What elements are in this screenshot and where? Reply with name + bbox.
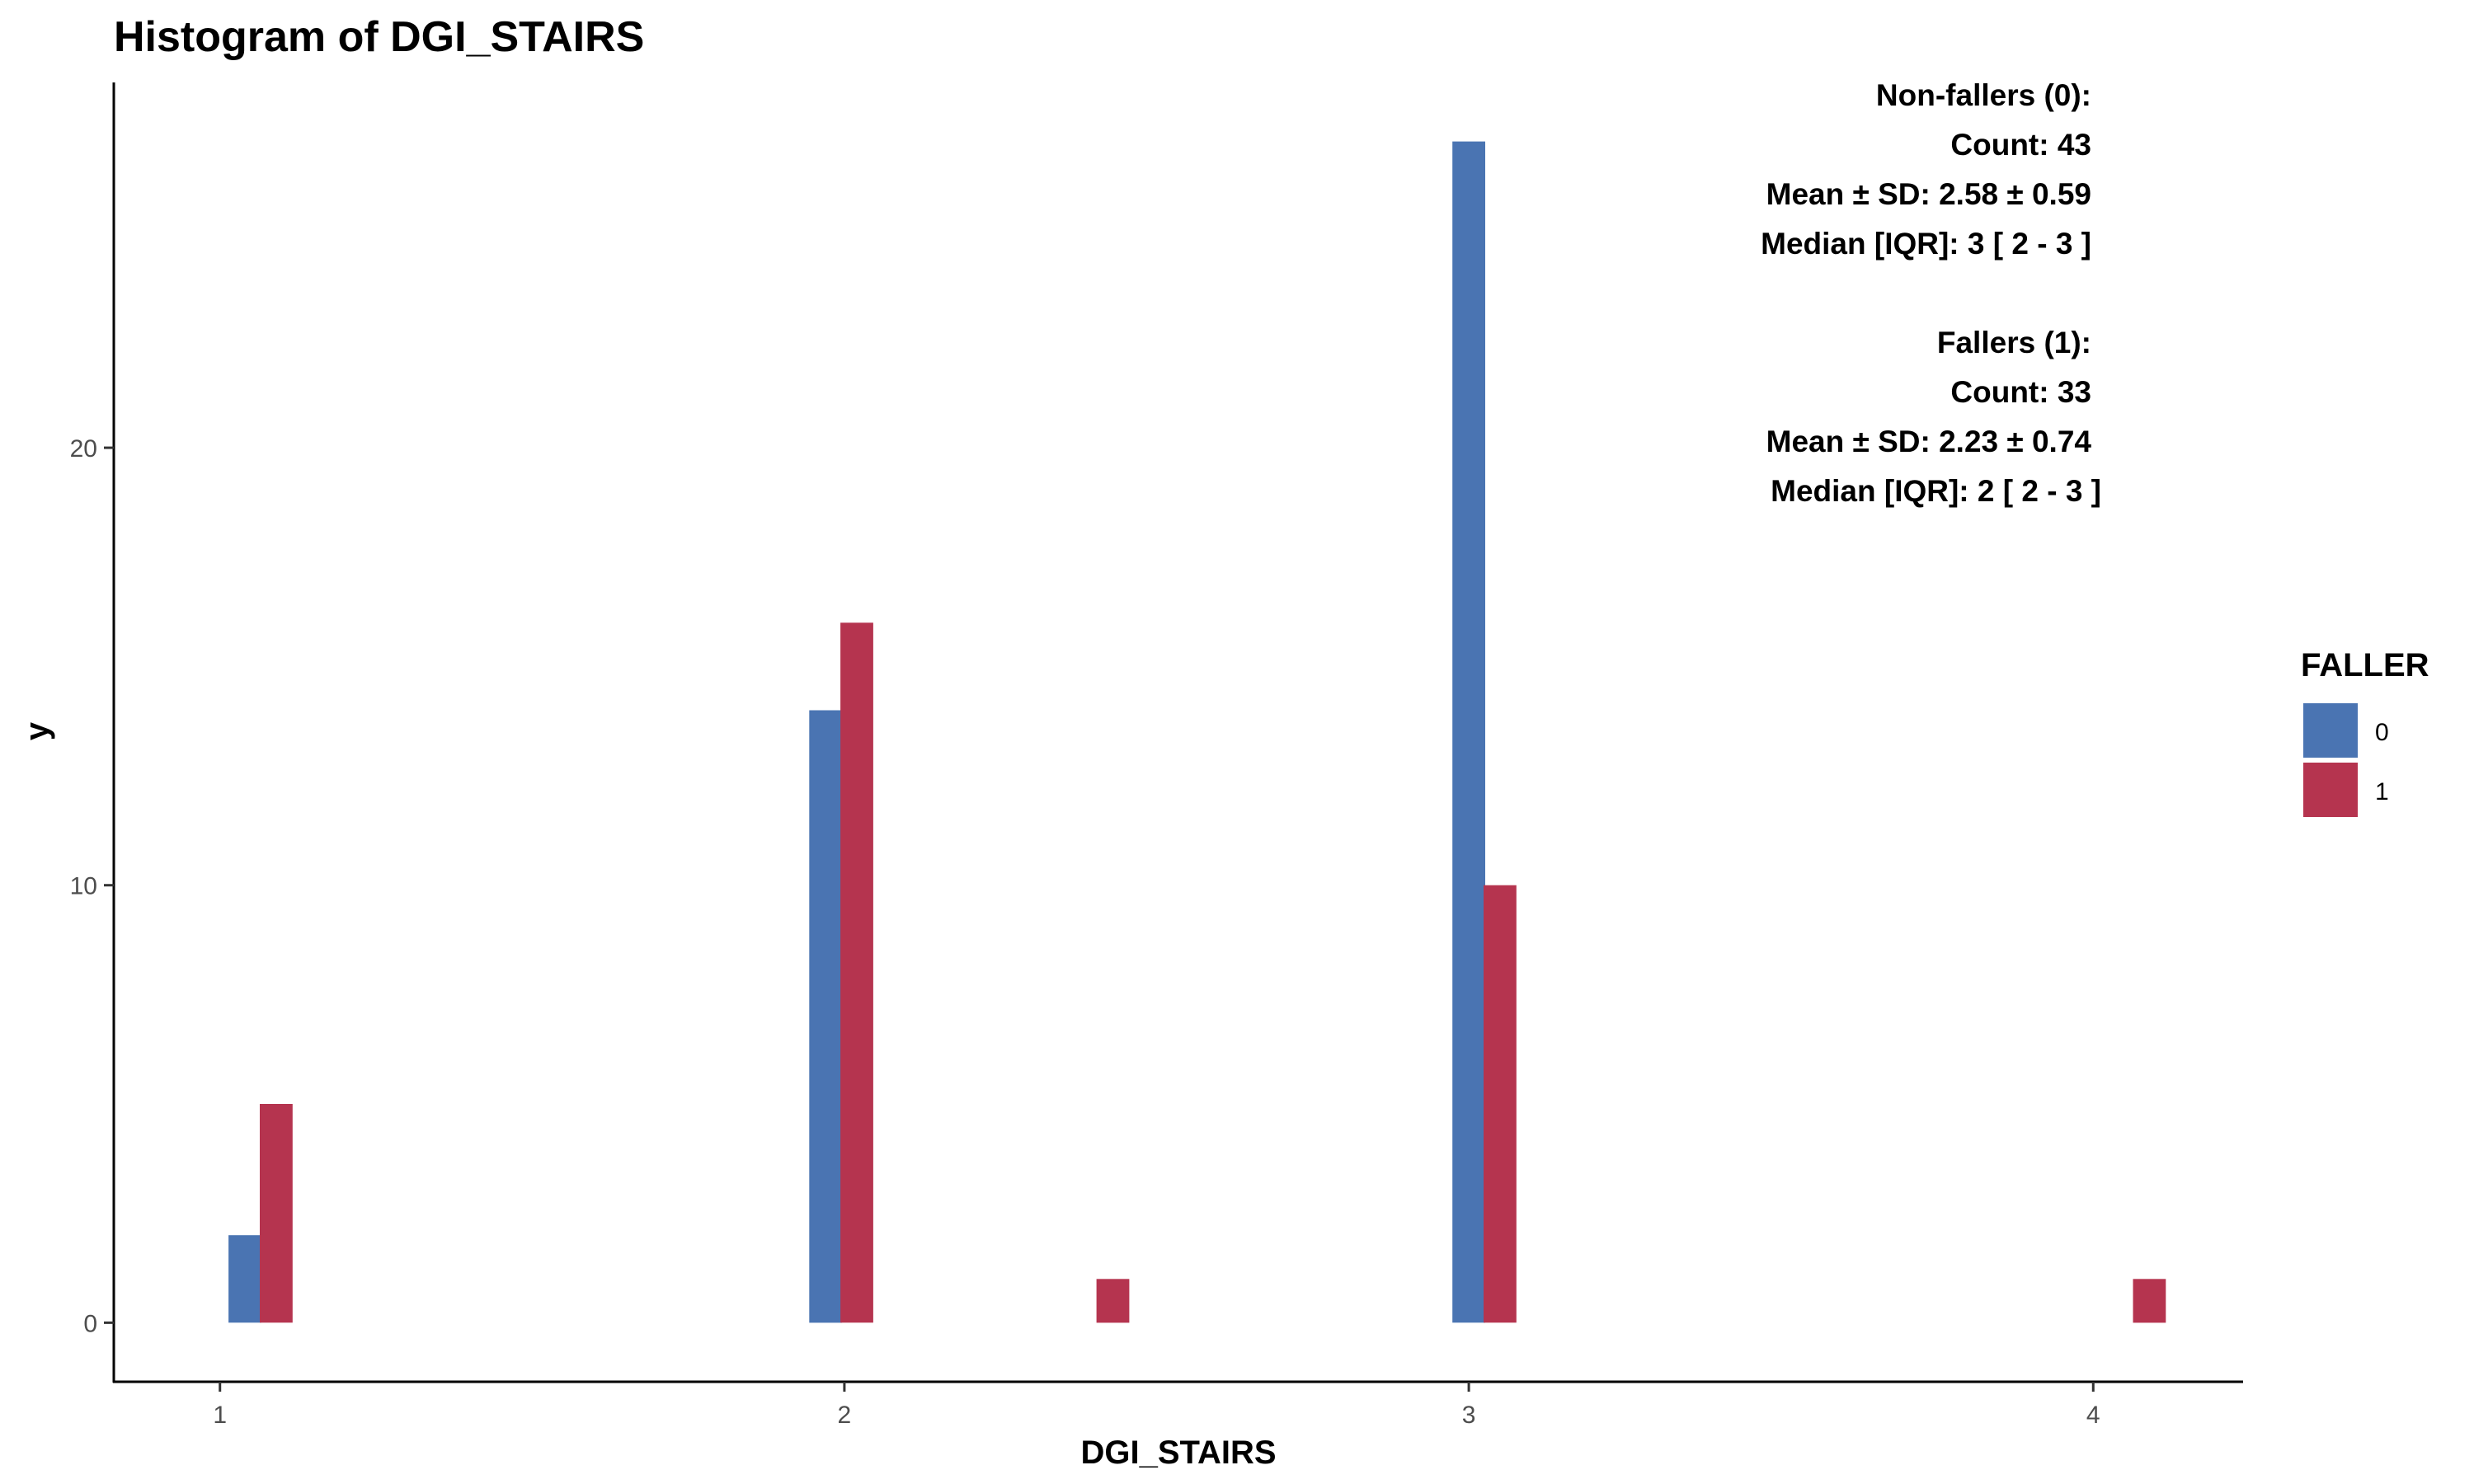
bar-faller-0-0: [228, 1235, 261, 1323]
bar-faller-0-1: [809, 710, 843, 1323]
legend-key-0: [2303, 703, 2358, 758]
y-tick-label-0: 0: [83, 1310, 97, 1337]
legend: FALLER 0 1: [2301, 647, 2429, 817]
x-ticks-group: 1 2 3 4: [213, 1382, 2100, 1429]
annotation-line-0: Non-fallers (0):: [1876, 78, 2091, 112]
annotation-line-2: Mean ± SD: 2.58 ± 0.59: [1766, 177, 2091, 211]
annotation-line-5: Count: 33: [1950, 375, 2091, 409]
bar-faller-1-4: [2133, 1279, 2166, 1323]
annotation-line-3: Median [IQR]: 3 [ 2 - 3 ]: [1761, 227, 2091, 261]
annotation-line-7: Median [IQR]: 2 [ 2 - 3 ]: [1771, 474, 2101, 508]
bar-faller-1-0: [260, 1104, 293, 1323]
x-tick-label-1: 2: [838, 1402, 852, 1429]
legend-label-1: 1: [2375, 778, 2389, 805]
bar-faller-1-2: [1096, 1279, 1130, 1323]
legend-key-1: [2303, 763, 2358, 817]
bar-faller-0-2: [1452, 141, 1485, 1323]
x-tick-label-3: 4: [2086, 1402, 2100, 1429]
summary-annotations: Non-fallers (0): Count: 43 Mean ± SD: 2.58…: [1761, 78, 2101, 508]
legend-title: FALLER: [2301, 647, 2429, 683]
y-axis-title: y: [19, 721, 55, 740]
bars-group: [228, 141, 2166, 1323]
y-tick-label-1: 10: [70, 873, 97, 900]
x-tick-label-2: 3: [1462, 1402, 1476, 1429]
bar-faller-1-3: [1484, 885, 1517, 1323]
x-tick-label-0: 1: [213, 1402, 227, 1429]
annotation-line-4: Fallers (1):: [1937, 326, 2091, 359]
legend-label-0: 0: [2375, 719, 2389, 746]
annotation-line-6: Mean ± SD: 2.23 ± 0.74: [1766, 425, 2092, 458]
bar-faller-1-1: [840, 622, 873, 1323]
y-tick-label-2: 20: [70, 435, 97, 463]
x-axis-title: DGI_STAIRS: [1080, 1435, 1276, 1471]
annotation-line-1: Count: 43: [1950, 128, 2091, 162]
y-ticks-group: 0 10 20: [70, 435, 114, 1337]
chart-title: Histogram of DGI_STAIRS: [114, 13, 644, 61]
